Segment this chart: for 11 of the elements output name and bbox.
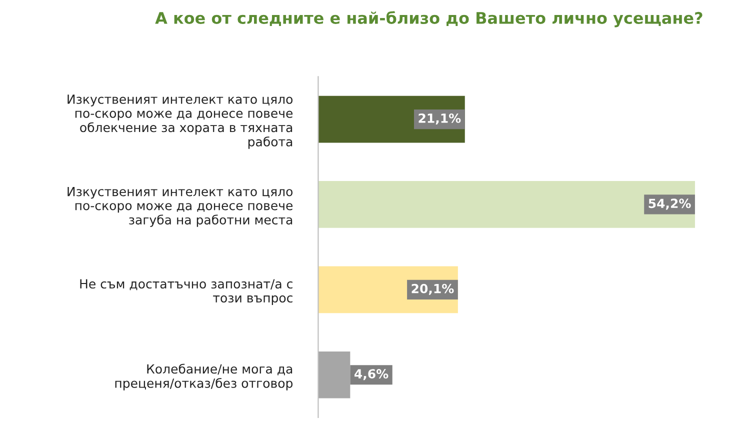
y-tick-label: Не съм достатъчно запознат/а с този въпрос [80,279,292,305]
data-label: 4,6% [354,369,388,380]
y-tick-label: Изкуственият интелект като цяло по-скоро може да донесе повече облекчение за хората в тяхната работа [68,94,293,149]
y-tick-label: Изкуственият интелект като цяло по-скоро може да донесе повече загуба на работни места [68,186,293,227]
data-label: 20,1% [412,284,454,295]
bar [318,181,695,228]
bar [318,351,350,398]
y-tick-label: Колебание/не мога да преценя/отказ/без отговор [115,364,293,390]
data-label: 21,1% [418,113,461,125]
chart-title: А кое от следните е най-близо до Вашето лично усещане? [155,11,702,28]
data-label: 54,2% [648,198,691,210]
